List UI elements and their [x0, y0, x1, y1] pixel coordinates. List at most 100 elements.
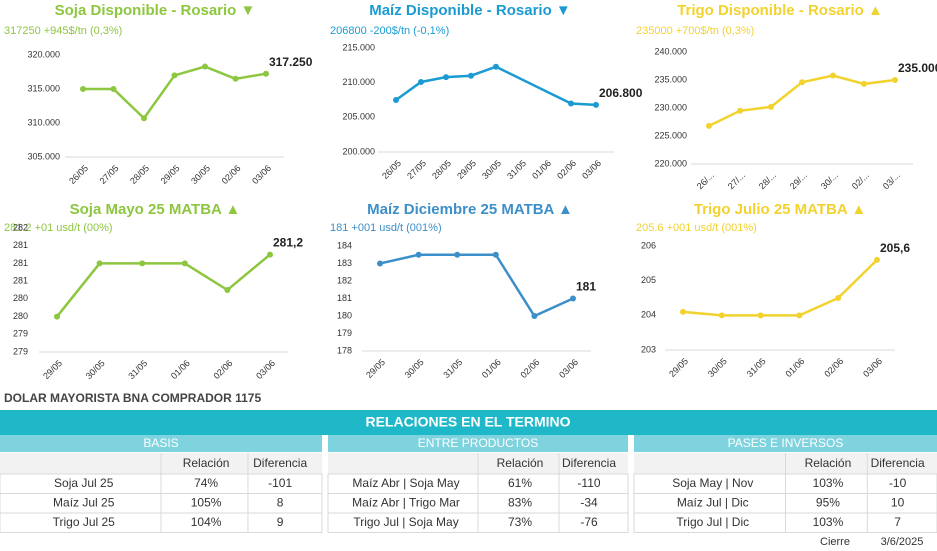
point — [874, 256, 880, 263]
point — [830, 72, 836, 79]
point — [737, 107, 743, 114]
point — [202, 63, 208, 70]
table-cell: -76 — [580, 515, 598, 529]
x-tick-label: 30/05 — [706, 356, 729, 379]
table-cell: 7 — [894, 515, 901, 529]
table-cell: -34 — [580, 496, 598, 510]
x-tick-label: 31/05 — [505, 158, 528, 181]
table-cell: 74% — [194, 476, 218, 490]
y-tick-label: 205 — [641, 275, 656, 285]
y-tick-label: 235.000 — [654, 74, 687, 84]
x-tick-label: 26/... — [695, 170, 716, 191]
x-tick-label: 01/06 — [480, 357, 503, 380]
point — [570, 295, 576, 302]
data-label: 235.000 — [898, 61, 937, 75]
y-tick-label: 203 — [641, 344, 656, 354]
table-cell: Trigo Jul 25 — [53, 515, 116, 529]
column-header: Relación — [805, 456, 852, 470]
y-tick-label: 230.000 — [654, 102, 687, 112]
y-tick-label: 279 — [13, 329, 28, 339]
table-cell: Maíz Jul | Dic — [677, 496, 749, 510]
point — [706, 122, 712, 129]
relations-title: RELACIONES EN EL TERMINO — [365, 414, 570, 430]
table-cell: Trigo Jul | Soja May — [353, 515, 458, 529]
chart-subtitle: 181 +001 usd/t (001%) — [330, 222, 442, 234]
data-label: 281,2 — [273, 236, 303, 250]
point — [492, 251, 499, 258]
chart-title: Maíz Diciembre 25 MATBA ▲ — [367, 201, 573, 218]
data-label: 317.250 — [269, 55, 313, 69]
table-cell: 95% — [816, 496, 840, 510]
point — [415, 251, 422, 258]
column-header: Diferencia — [562, 456, 616, 470]
footer-date: 3/6/2025 — [881, 536, 924, 548]
table-cell: Trigo Jul | Dic — [676, 515, 749, 529]
table-cell: Maíz Jul 25 — [53, 496, 115, 510]
table-cell: -101 — [268, 476, 292, 490]
table-cell: Soja May | Nov — [672, 476, 753, 490]
chart-subtitle: 235000 +700$/tn (0,3%) — [636, 25, 754, 37]
x-tick-label: 02/06 — [822, 356, 845, 379]
x-tick-label: 03/06 — [557, 357, 580, 380]
point — [443, 74, 449, 81]
point — [181, 260, 188, 267]
table-cell: 104% — [191, 515, 222, 529]
table-cell: 61% — [508, 476, 532, 490]
y-tick-label: 205.000 — [342, 112, 375, 122]
y-tick-label: 183 — [337, 258, 352, 268]
x-tick-label: 03/... — [881, 170, 902, 191]
section-header — [328, 435, 628, 452]
table-cell: 10 — [891, 496, 905, 510]
data-label: 206.800 — [599, 86, 643, 100]
x-tick-label: 31/05 — [126, 358, 149, 381]
point — [377, 260, 383, 267]
point — [531, 313, 538, 319]
x-tick-label: 02/06 — [211, 358, 234, 381]
point — [454, 251, 461, 258]
y-tick-label: 282 — [13, 222, 28, 232]
table-cell: 103% — [813, 515, 844, 529]
x-tick-label: 02/06 — [518, 357, 541, 380]
y-tick-label: 204 — [641, 310, 656, 320]
point — [141, 115, 147, 122]
point — [568, 100, 574, 107]
point — [718, 312, 725, 319]
x-tick-label: 02/... — [850, 170, 871, 191]
point — [54, 313, 60, 320]
y-tick-label: 206 — [641, 240, 656, 250]
x-tick-label: 03/06 — [861, 356, 884, 379]
x-tick-label: 30/05 — [480, 158, 503, 181]
y-tick-label: 281 — [13, 240, 28, 250]
table-cell: 105% — [191, 496, 222, 510]
point — [757, 312, 764, 319]
table-cell: Soja Jul 25 — [54, 476, 114, 490]
x-tick-label: 29/... — [788, 170, 809, 191]
point — [418, 78, 424, 85]
table-cell: 8 — [277, 496, 284, 510]
y-tick-label: 281 — [13, 258, 28, 268]
y-tick-label: 280 — [13, 293, 28, 303]
x-tick-label: 29/05 — [364, 357, 387, 380]
line — [56, 253, 271, 318]
point — [110, 86, 117, 92]
x-tick-label: 26/05 — [380, 158, 403, 181]
table-cell: 73% — [508, 515, 532, 529]
x-tick-label: 30/05 — [84, 358, 107, 381]
point — [593, 101, 599, 108]
table-cell: 83% — [508, 496, 532, 510]
point — [224, 287, 231, 293]
chart-subtitle: 205.6 +001 usd/t (001%) — [636, 222, 757, 234]
x-tick-label: 29/05 — [667, 356, 690, 379]
chart-title: Maíz Disponible - Rosario ▼ — [369, 2, 571, 19]
y-tick-label: 315.000 — [27, 83, 60, 93]
x-tick-label: 28/05 — [430, 158, 453, 181]
table-cell: -110 — [577, 476, 600, 490]
section-title: ENTRE PRODUCTOS — [418, 436, 538, 450]
x-tick-label: 29/05 — [159, 163, 182, 186]
x-tick-label: 30/... — [819, 170, 840, 191]
chart-title: Soja Mayo 25 MATBA ▲ — [70, 201, 241, 218]
data-label: 205,6 — [880, 241, 910, 255]
x-tick-label: 31/05 — [441, 357, 464, 380]
point — [468, 72, 474, 79]
